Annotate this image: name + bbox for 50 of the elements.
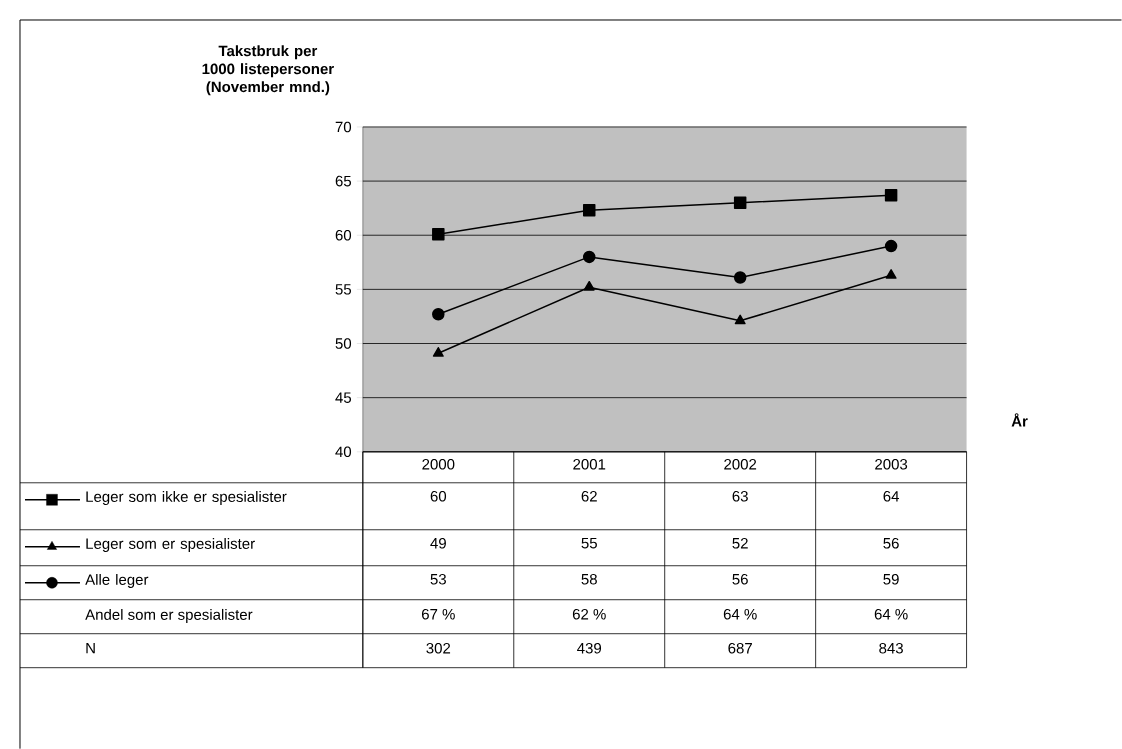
text: 687 [728, 642, 752, 654]
point [733, 196, 747, 209]
data-label: 62 [581, 490, 597, 502]
text: 843 [879, 642, 903, 654]
x-tick-label: 2003 [875, 458, 908, 470]
point [885, 268, 897, 279]
point [432, 307, 445, 321]
x-tick-label: 2000 [422, 458, 455, 470]
y-tick-label: 60 [335, 229, 352, 241]
point [884, 188, 898, 202]
point [432, 346, 444, 357]
data-label: 60 [430, 490, 447, 502]
data-label: 53 [430, 573, 446, 585]
text: 439 [577, 642, 602, 654]
y-tick-label: 65 [335, 175, 352, 187]
point [884, 239, 898, 253]
y-tick-label: 55 [335, 284, 352, 295]
point [582, 204, 596, 217]
point [734, 314, 746, 325]
text: 64 % [723, 608, 757, 620]
data-label: 59 [883, 573, 899, 585]
data-label: 64 [883, 490, 900, 502]
y-tick-label: 45 [335, 392, 352, 403]
data-label: 56 [732, 573, 748, 585]
data-label: 49 [430, 537, 446, 549]
point [432, 227, 445, 241]
legend-label: Alle leger [85, 573, 149, 588]
text: 302 [426, 642, 451, 654]
text: 64 % [874, 608, 908, 620]
text: Andel som er spesialister [85, 608, 253, 623]
data-label: 52 [732, 537, 748, 549]
data-label: 63 [732, 490, 748, 502]
x-axis-title: År [1011, 413, 1028, 427]
point [733, 271, 747, 284]
legend-label: Leger som er spesialister [86, 537, 255, 552]
text: 62 % [572, 608, 606, 620]
x-tick-label: 2002 [724, 458, 757, 470]
data-label: 56 [883, 537, 899, 549]
point [582, 250, 596, 264]
y-tick-label: 50 [335, 338, 352, 349]
y-axis-title: Takstbruk per 1000 listepersoner (November mnd.) [202, 45, 334, 96]
text: N [86, 642, 95, 654]
text: 67 % [421, 608, 455, 620]
y-tick-label: 70 [335, 121, 352, 133]
data-label: 55 [581, 537, 597, 549]
data-label: 58 [581, 573, 597, 585]
y-tick-label: 40 [335, 446, 352, 458]
point [583, 280, 595, 291]
legend-label: Leger som ikke er spesialister [86, 490, 287, 505]
x-tick-label: 2001 [573, 458, 606, 470]
